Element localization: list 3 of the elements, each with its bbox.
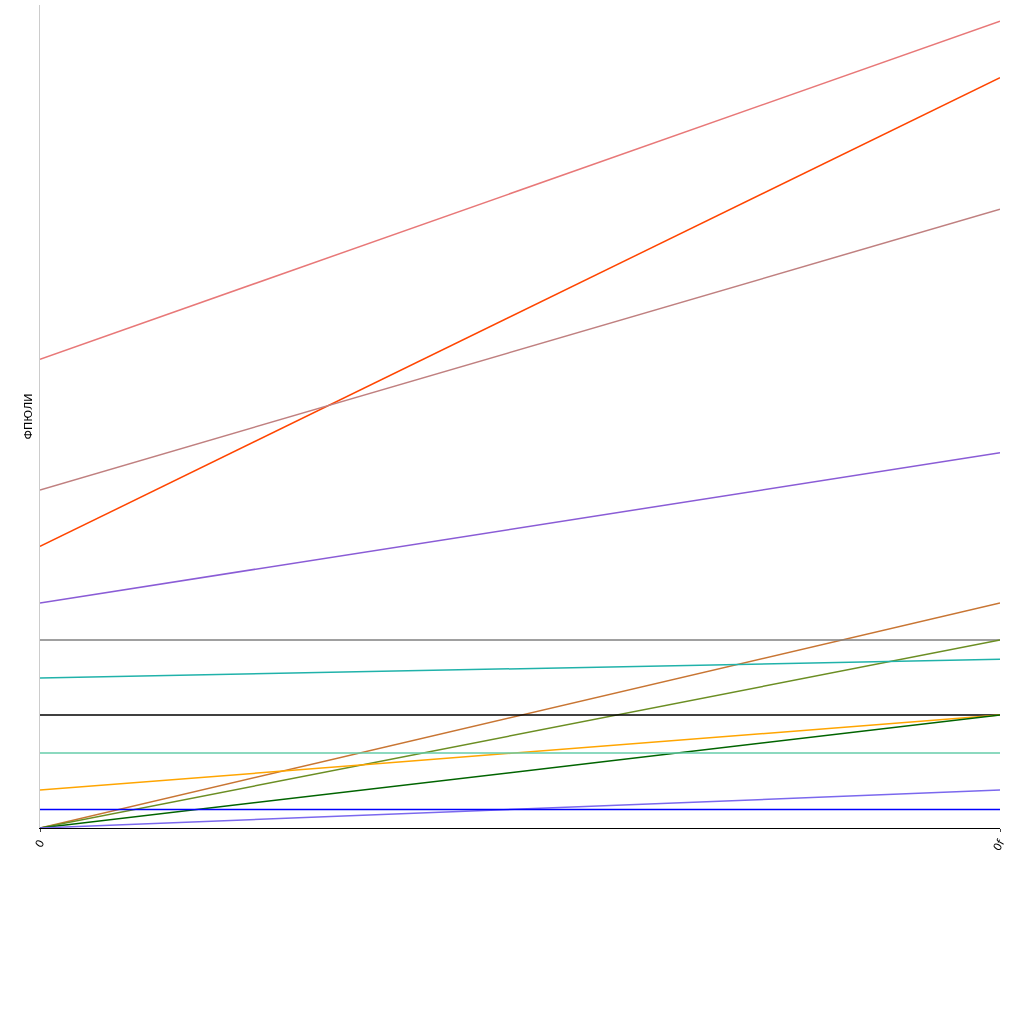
x-tick-label: 0 — [32, 837, 48, 851]
x-tick-label: 0f — [990, 836, 1008, 854]
y-axis-title: ФПЮЛИ — [21, 393, 35, 440]
